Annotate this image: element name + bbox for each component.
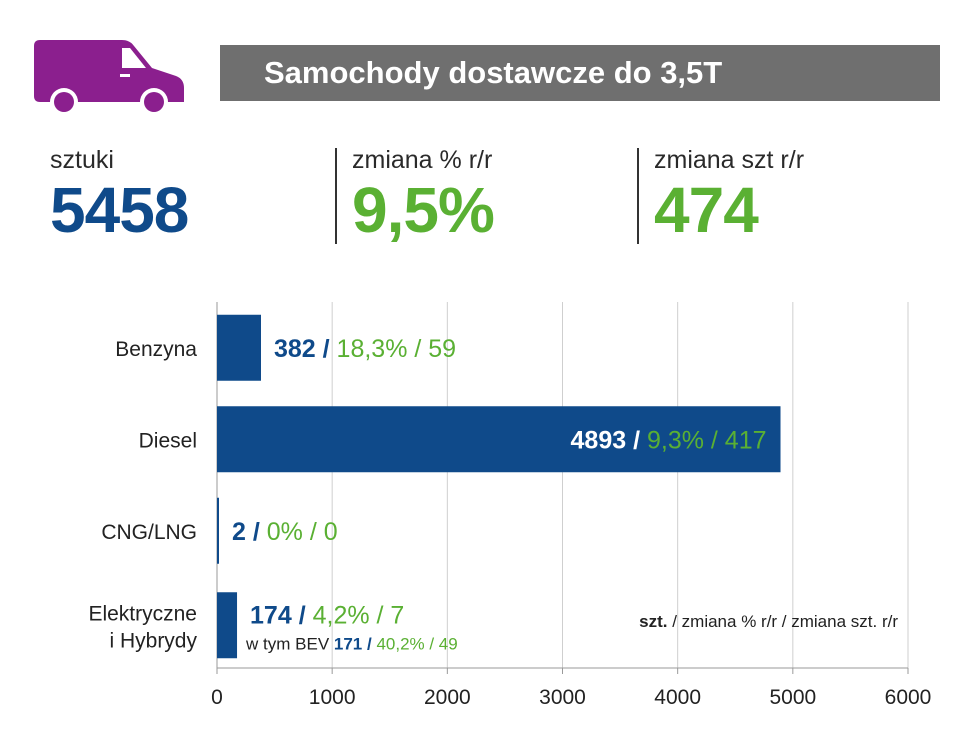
- kpi-units-label: sztuki: [50, 146, 114, 174]
- data-label: 174 / 4,2% / 7: [250, 601, 404, 629]
- kpi-divider: [335, 148, 337, 244]
- kpi-unit-change-value: 474: [654, 174, 759, 246]
- data-label: 4893 / 9,3% / 417: [571, 426, 767, 454]
- van-icon: [34, 40, 184, 116]
- sub-data-label: w tym BEV 171 / 40,2% / 49: [245, 634, 458, 653]
- legend: szt. / zmiana % r/r / zmiana szt. r/r: [639, 612, 898, 631]
- data-label: 2 / 0% / 0: [232, 518, 338, 546]
- bar: [217, 592, 238, 659]
- kpi-unit-change-label: zmiana szt r/r: [654, 146, 805, 174]
- x-tick-label: 4000: [654, 686, 701, 709]
- category-label: Diesel: [139, 429, 197, 452]
- x-tick-label: 1000: [309, 686, 356, 709]
- bar: [217, 314, 261, 381]
- x-tick-label: 2000: [424, 686, 471, 709]
- x-tick-label: 3000: [539, 686, 586, 709]
- kpi-percent-change-label: zmiana % r/r: [352, 146, 493, 174]
- x-tick-label: 0: [211, 686, 223, 709]
- kpi-divider: [637, 148, 639, 244]
- kpi-units: sztuki 5458: [50, 145, 189, 246]
- data-label: 382 / 18,3% / 59: [274, 335, 456, 363]
- x-tick-label: 5000: [769, 686, 816, 709]
- bar: [217, 406, 781, 473]
- x-tick-label: 6000: [885, 686, 932, 709]
- kpi-percent-change: zmiana % r/r 9,5%: [352, 145, 495, 246]
- category-label: Elektryczne i Hybrydy: [88, 602, 197, 652]
- page-title: Samochody dostawcze do 3,5T: [220, 45, 940, 101]
- kpi-percent-change-value: 9,5%: [352, 174, 495, 246]
- category-label: Benzyna: [115, 338, 197, 361]
- bar: [217, 497, 219, 564]
- kpi-unit-change: zmiana szt r/r 474: [654, 145, 804, 243]
- kpi-units-value: 5458: [50, 174, 189, 246]
- category-label: CNG/LNG: [101, 521, 197, 544]
